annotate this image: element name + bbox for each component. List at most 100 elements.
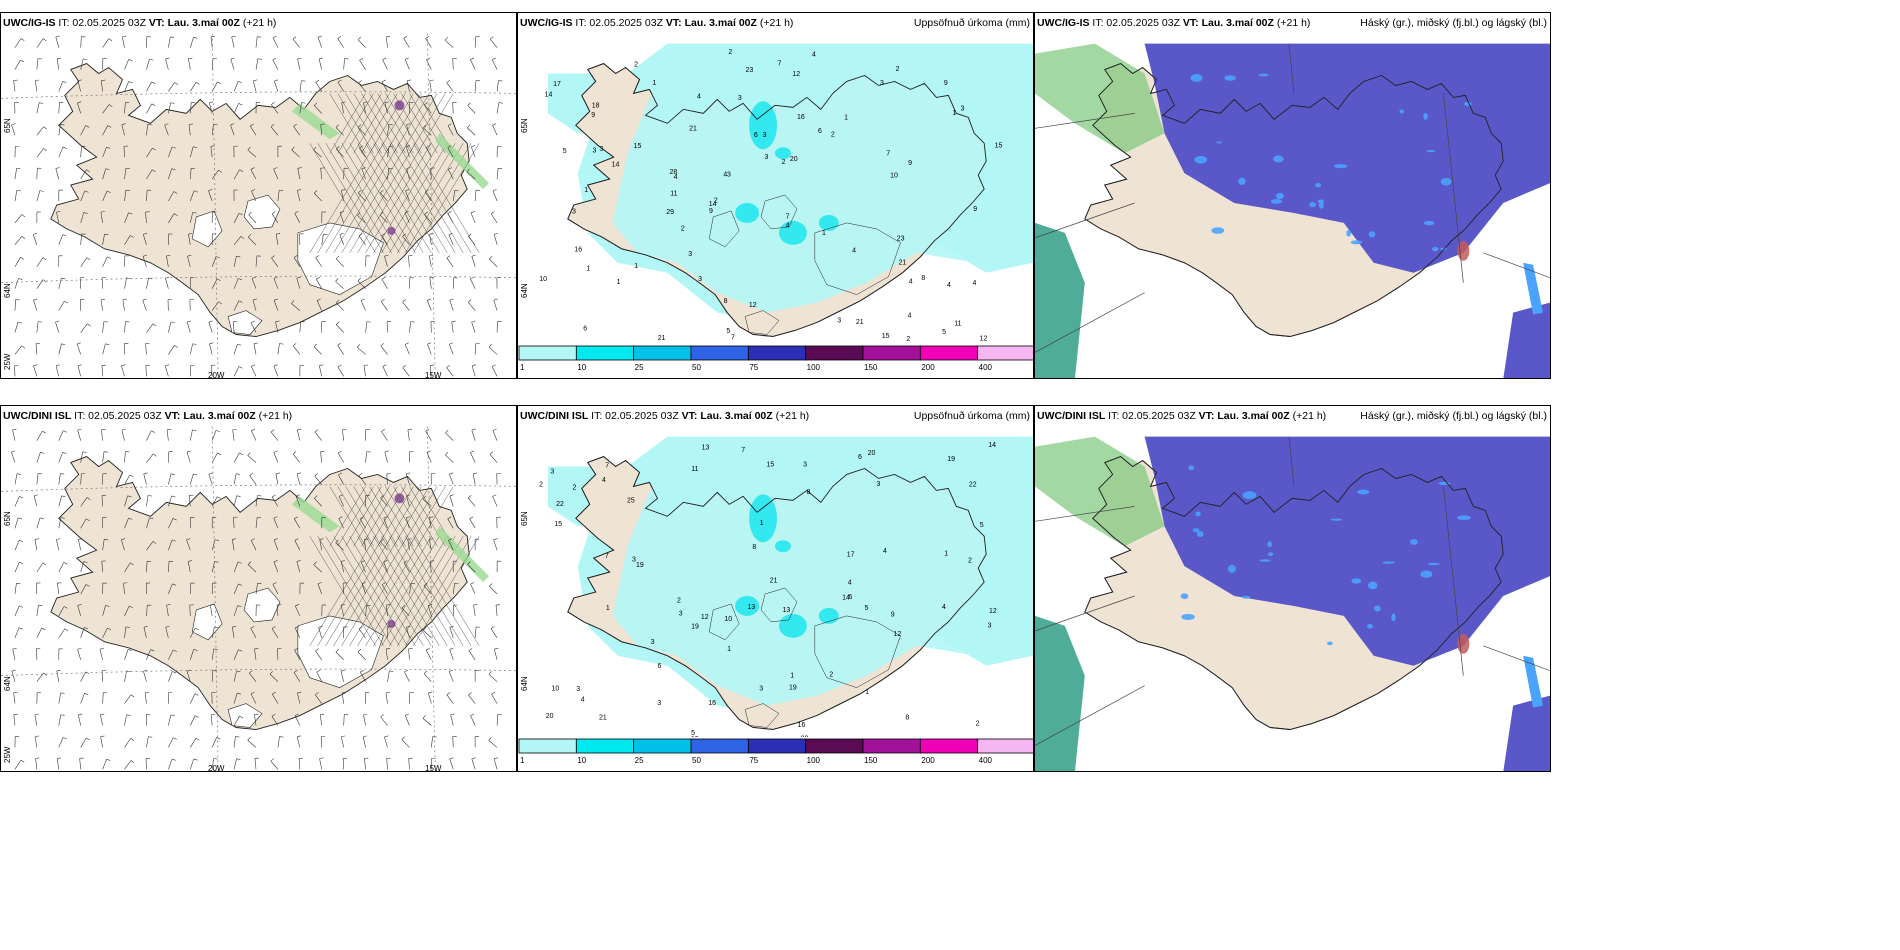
precip-values: 1343127412353472634392141521232115102852… (539, 49, 1002, 353)
precip-value: 1 (790, 672, 794, 679)
precip-value: 8 (807, 489, 811, 496)
precip-value: 12 (749, 302, 757, 309)
panel-title: UWC/DINI ISL IT: 02.05.2025 03Z VT: Lau.… (3, 406, 292, 426)
precip-area-mid (778, 613, 807, 638)
precip-value: 6 (657, 663, 661, 670)
precip-value: 11 (954, 321, 961, 328)
panel-title: UWC/DINI ISL IT: 02.05.2025 03Z VT: Lau.… (1037, 406, 1326, 426)
mid-cloud-spot (1192, 528, 1200, 533)
lat-label: 65N (3, 511, 12, 526)
mid-cloud-spot (1420, 570, 1433, 578)
panel-header: UWC/IG-IS IT: 02.05.2025 03Z VT: Lau. 3.… (518, 13, 1033, 33)
precip-value: 1 (944, 551, 948, 558)
precip-value: 10 (539, 276, 547, 283)
precip-value: 2 (728, 49, 732, 56)
graticule-lat (1, 484, 516, 492)
precip-value: 2 (831, 131, 835, 138)
map-canvas (1, 33, 516, 378)
mid-cloud-spot (1367, 624, 1374, 629)
precip-value: 3 (876, 481, 880, 488)
precip-value: 22 (556, 501, 564, 508)
mid-cloud-spot (1427, 562, 1440, 566)
mid-cloud-spot (1440, 177, 1452, 186)
lat-label: 64N (3, 676, 12, 691)
precip-value: 4 (581, 696, 585, 703)
precip-value: 13 (747, 604, 755, 611)
precip-value: 10 (551, 685, 559, 692)
glacier-outline (760, 194, 798, 230)
mid-cloud-spot (1259, 559, 1271, 562)
precip-value: 3 (576, 686, 580, 693)
model-name: UWC/DINI ISL (520, 410, 589, 422)
precip-value: 3 (698, 276, 702, 283)
precip-value: 4 (848, 580, 852, 587)
valid-time: VT: Lau. 3.maí 00Z (1182, 17, 1274, 29)
mid-cloud-spot (1309, 201, 1317, 208)
panel-title: UWC/IG-IS IT: 02.05.2025 03Z VT: Lau. 3.… (3, 13, 276, 33)
lead-time: (+21 h) (756, 17, 794, 29)
precip-area-light (612, 53, 1017, 313)
high-cloud-area (1035, 615, 1085, 771)
lat-label: 65N (520, 511, 529, 526)
lead-time: (+21 h) (239, 17, 277, 29)
colorbar-swatch (919, 345, 979, 361)
precip-value: 12 (989, 608, 997, 615)
precip-value: 6 (754, 132, 758, 139)
precip-value: 4 (697, 94, 701, 101)
mid-cloud-spot (1382, 561, 1395, 564)
mid-cloud-spot (1391, 613, 1396, 622)
wind-barbs (11, 428, 502, 770)
glacier-patch (191, 210, 223, 248)
precip-panel: UWC/DINI ISL IT: 02.05.2025 03Z VT: Lau.… (517, 405, 1034, 772)
mid-cloud-spot (1464, 101, 1472, 107)
lon-label: 25W (3, 353, 12, 370)
precip-value: 21 (770, 578, 778, 585)
colorbar-label: 100 (807, 363, 821, 372)
precip-value: 5 (691, 730, 695, 737)
precip-value: 15 (766, 462, 774, 469)
precip-value: 7 (731, 334, 735, 341)
precip-value: 4 (852, 247, 856, 254)
valid-time: VT: Lau. 3.maí 00Z (148, 17, 240, 29)
precip-value: 3 (763, 132, 767, 139)
precip-value: 4 (812, 51, 816, 58)
init-time: IT: 02.05.2025 03Z (1105, 410, 1199, 422)
panel-field-label: Háský (gr.), miðský (fj.bl.) og lágský (… (1360, 17, 1547, 29)
precip-value: 6 (848, 594, 852, 601)
model-name: UWC/DINI ISL (3, 410, 72, 422)
precip-value: 4 (602, 477, 606, 484)
mid-cloud-spot (1268, 552, 1274, 557)
precip-value: 3 (572, 209, 576, 216)
precip-value: 7 (786, 213, 790, 220)
mid-cloud-spot (1330, 518, 1343, 521)
precip-value: 16 (797, 114, 805, 121)
precip-value: 1 (584, 187, 588, 194)
init-time: IT: 02.05.2025 03Z (1089, 17, 1183, 29)
precip-value: 3 (651, 639, 655, 646)
glacier-patch (297, 615, 384, 688)
colorbar-label: 10 (577, 363, 586, 372)
precip-value: 6 (818, 128, 822, 135)
precip-value: 29 (666, 209, 674, 216)
precip-area-mid (735, 595, 760, 616)
mid-cloud-spot (1367, 581, 1378, 590)
precip-area-mid (749, 494, 777, 543)
glacier-patch (243, 587, 281, 623)
init-time: IT: 02.05.2025 03Z (588, 410, 682, 422)
colorbar-label: 50 (692, 363, 701, 372)
precip-value: 16 (574, 246, 582, 253)
precip-value: 8 (724, 298, 728, 305)
precip-value: 2 (968, 558, 972, 565)
glacier-outline (708, 603, 740, 641)
colorbar-label: 10 (577, 756, 586, 765)
colorbar-label: 100 (807, 756, 821, 765)
colorbar-label: 400 (979, 756, 993, 765)
mid-cloud-spot (1190, 74, 1203, 82)
icing-purple-spot (387, 226, 396, 235)
mid-cloud-spot (1227, 565, 1236, 573)
lat-label: 64N (520, 676, 529, 691)
panel-title: UWC/IG-IS IT: 02.05.2025 03Z VT: Lau. 3.… (1037, 13, 1310, 33)
precip-value: 15 (995, 143, 1003, 150)
lead-time: (+21 h) (772, 410, 810, 422)
precip-value: 1 (760, 520, 764, 527)
